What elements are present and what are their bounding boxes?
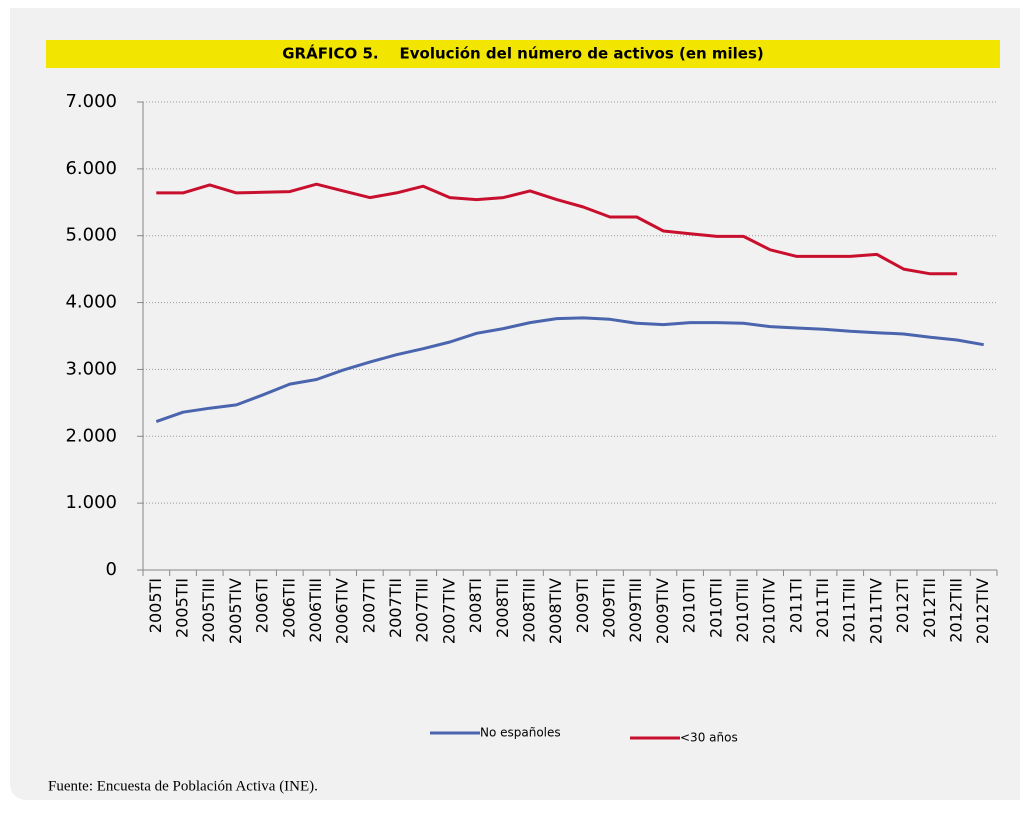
x-tick-label: 2007TIII xyxy=(413,578,432,643)
x-tick-label: 2010TIV xyxy=(760,578,779,644)
x-tick-label: 2005TI xyxy=(146,578,165,633)
x-tick-label: 2010TIII xyxy=(733,578,752,643)
x-tick-label: 2009TIV xyxy=(653,578,672,644)
x-tick-label: 2008TI xyxy=(466,578,485,633)
x-tick-label: 2006TIII xyxy=(306,578,325,643)
x-tick-label: 2010TII xyxy=(706,578,725,638)
x-tick-label: 2006TII xyxy=(279,578,298,638)
x-tick-label: 2007TII xyxy=(386,578,405,638)
chart-title: GRÁFICO 5. Evolución del número de activ… xyxy=(282,44,764,63)
x-tick-label: 2005TII xyxy=(173,578,192,638)
x-tick-label: 2010TI xyxy=(680,578,699,633)
legend-label: No españoles xyxy=(480,726,561,740)
x-tick-label: 2009TII xyxy=(600,578,619,638)
x-tick-label: 2006TI xyxy=(253,578,272,633)
y-tick-label: 4.000 xyxy=(65,292,117,313)
x-tick-label: 2012TI xyxy=(893,578,912,633)
legend-label: <30 años xyxy=(680,731,738,745)
y-tick-label: 0 xyxy=(106,559,117,580)
x-tick-label: 2012TII xyxy=(920,578,939,638)
x-tick-label: 2007TI xyxy=(359,578,378,633)
x-tick-label: 2011TII xyxy=(813,578,832,638)
x-tick-label: 2005TIII xyxy=(199,578,218,643)
x-tick-label: 2008TIV xyxy=(546,578,565,644)
x-tick-label: 2011TIV xyxy=(866,578,885,644)
y-tick-label: 2.000 xyxy=(65,425,117,446)
y-tick-label: 5.000 xyxy=(65,225,117,246)
x-tick-label: 2011TIII xyxy=(840,578,859,643)
panel xyxy=(10,8,1020,800)
title-bar xyxy=(46,40,1000,68)
y-tick-label: 7.000 xyxy=(65,91,117,112)
x-tick-label: 2012TIII xyxy=(946,578,965,643)
x-tick-label: 2006TIV xyxy=(333,578,352,644)
x-tick-label: 2011TI xyxy=(786,578,805,633)
x-tick-label: 2008TII xyxy=(493,578,512,638)
x-tick-label: 2008TIII xyxy=(519,578,538,643)
x-tick-label: 2009TI xyxy=(573,578,592,633)
y-tick-label: 6.000 xyxy=(65,158,117,179)
x-tick-label: 2009TIII xyxy=(626,578,645,643)
source: Fuente: Encuesta de Población Activa (IN… xyxy=(48,778,318,794)
series-line xyxy=(155,316,984,424)
x-tick-label: 2012TIV xyxy=(973,578,992,644)
y-tick-label: 3.000 xyxy=(65,358,117,379)
y-tick-label: 1.000 xyxy=(65,492,117,513)
series-line xyxy=(156,182,957,276)
x-tick-label: 2007TIV xyxy=(439,578,458,644)
x-tick-label: 2005TIV xyxy=(226,578,245,644)
